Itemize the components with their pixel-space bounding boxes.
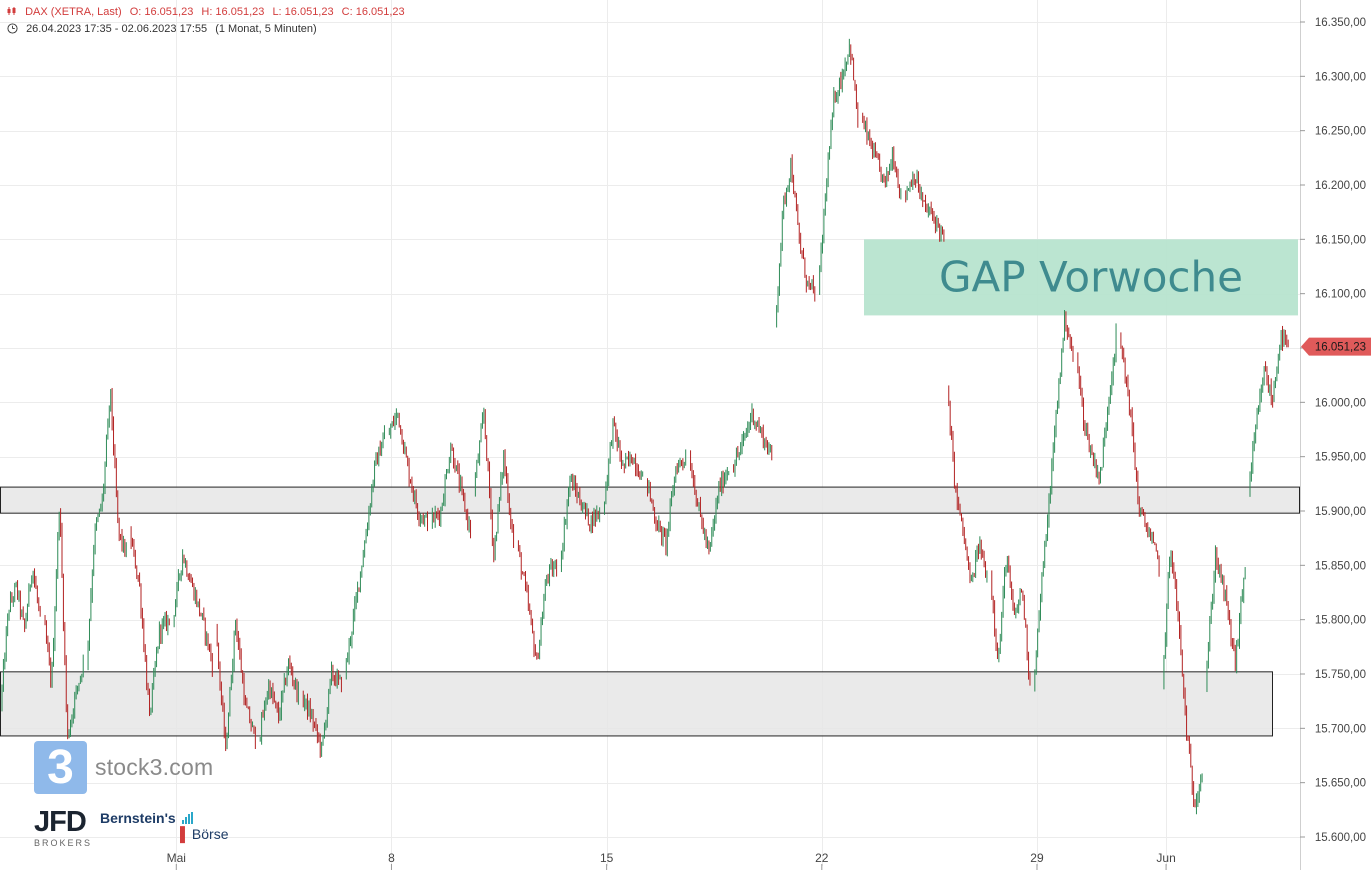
- support-zone: [0, 671, 1273, 737]
- y-tick-label: 16.350,00: [1315, 17, 1366, 29]
- bernstein-wordmark: Bernstein's: [100, 810, 176, 826]
- y-tick-label: 15.600,00: [1315, 832, 1366, 844]
- open-value: O: 16.051,23: [129, 6, 194, 18]
- last-price-label: 16.051,23: [1315, 342, 1366, 354]
- gap-zone: [864, 239, 1298, 316]
- y-tick-label: 16.250,00: [1315, 126, 1366, 138]
- y-tick-label: 16.100,00: [1315, 289, 1366, 301]
- stock3-wordmark: stock3.com: [95, 754, 214, 780]
- jfd-subtitle: BROKERS: [34, 838, 93, 848]
- clock-icon: [7, 23, 18, 34]
- close-value: C: 16.051,23: [341, 6, 405, 18]
- support-zones: GAP Vorwoche: [0, 239, 1300, 737]
- instrument-title: DAX (XETRA, Last): [25, 6, 122, 18]
- last-price-tag: 16.051,23: [1301, 337, 1371, 356]
- low-value: L: 16.051,23: [272, 6, 334, 18]
- stock3-logo: 3 stock3.com: [34, 741, 213, 794]
- stock3-icon: 3: [34, 741, 87, 794]
- x-axis: Mai 8 15 22 29 Jun: [167, 851, 1176, 870]
- jfd-wordmark: JFD: [34, 806, 87, 838]
- date-range: 26.04.2023 17:35 - 02.06.2023 17:55: [26, 23, 208, 35]
- instrument-icon: [7, 7, 16, 15]
- chart-header-range: 26.04.2023 17:35 - 02.06.2023 17:55 (1 M…: [7, 23, 317, 35]
- y-tick-label: 16.150,00: [1315, 234, 1366, 246]
- bar-chart-icon: [182, 812, 194, 824]
- high-value: H: 16.051,23: [201, 6, 265, 18]
- boerse-wordmark: Börse: [191, 826, 229, 842]
- y-tick-label: 15.700,00: [1315, 723, 1366, 735]
- y-tick-label: 15.850,00: [1315, 560, 1366, 572]
- x-tick-label: Jun: [1156, 851, 1175, 865]
- jfd-logo: JFD BROKERS: [34, 806, 93, 849]
- y-tick-label: 16.200,00: [1315, 180, 1366, 192]
- x-tick-label: 29: [1030, 851, 1044, 865]
- x-tick-label: 15: [600, 851, 614, 865]
- y-tick-label: 15.750,00: [1315, 669, 1366, 681]
- x-tick-label: 8: [388, 851, 395, 865]
- candles: [1, 38, 1289, 815]
- y-tick-label: 15.900,00: [1315, 506, 1366, 518]
- y-tick-label: 15.650,00: [1315, 778, 1366, 790]
- interval-label: (1 Monat, 5 Minuten): [215, 23, 317, 35]
- x-tick-label: 22: [815, 851, 829, 865]
- bernstein-logo: Bernstein's ▌ Börse: [100, 810, 229, 842]
- y-tick-label: 15.800,00: [1315, 615, 1366, 627]
- y-tick-label: 16.000,00: [1315, 397, 1366, 409]
- gap-zone-label: GAP Vorwoche: [939, 252, 1243, 301]
- y-axis: 15.600,00 15.650,00 15.700,00 15.750,00 15.8…: [1300, 0, 1366, 870]
- boerse-mark-icon: ▌: [180, 826, 190, 842]
- x-tick-label: Mai: [167, 851, 186, 865]
- last-price-badge: [1301, 337, 1371, 356]
- y-tick-label: 15.950,00: [1315, 452, 1366, 464]
- chart-header-ohlc: DAX (XETRA, Last) O: 16.051,23 H: 16.051…: [7, 6, 405, 18]
- y-tick-label: 16.300,00: [1315, 71, 1366, 83]
